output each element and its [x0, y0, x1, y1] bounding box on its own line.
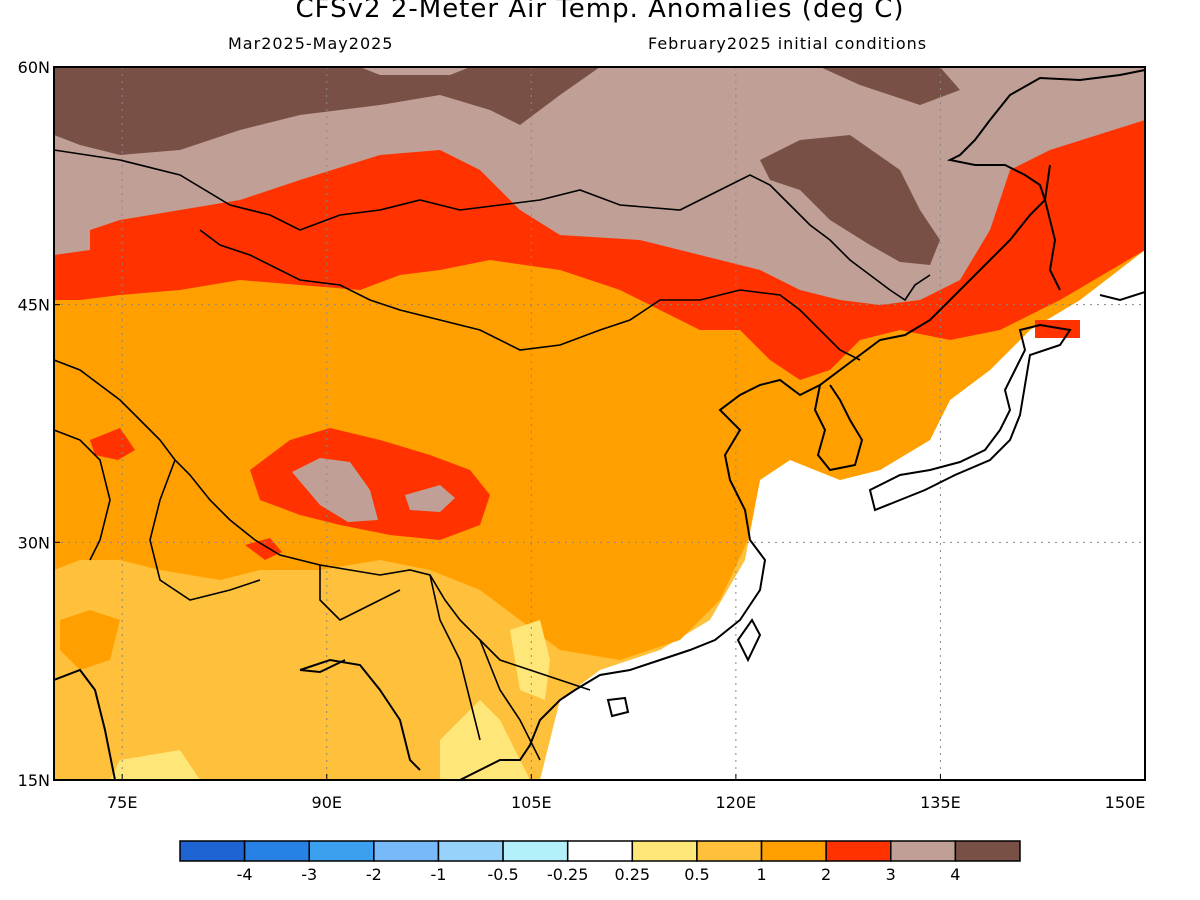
colorbar-bin-5 — [502, 840, 569, 862]
lat-label-15: 15N — [18, 771, 50, 790]
anomaly-region-rose-tibet — [292, 458, 378, 522]
colorbar-label-4: -0.5 — [487, 865, 518, 884]
anomaly-region-orange-india — [60, 610, 120, 670]
colorbar-bin-11 — [890, 840, 957, 862]
colorbar-label-10: 3 — [886, 865, 896, 884]
colorbar-label-5: -0.25 — [547, 865, 588, 884]
anomaly-region-red-nepal — [245, 538, 282, 560]
lon-label-75: 75E — [107, 793, 137, 812]
colorbar-label-11: 4 — [950, 865, 960, 884]
colorbar-label-2: -2 — [366, 865, 382, 884]
colorbar-bin-3 — [373, 840, 440, 862]
colorbar-label-3: -1 — [430, 865, 446, 884]
lon-label-90: 90E — [312, 793, 342, 812]
lat-label-45: 45N — [18, 296, 50, 315]
colorbar-bin-1 — [243, 840, 310, 862]
anomaly-region-red-tibet — [250, 428, 490, 540]
colorbar-label-6: 0.25 — [614, 865, 650, 884]
colorbar-bin-6 — [566, 840, 634, 862]
colorbar-bin-12 — [954, 840, 1021, 862]
colorbar-bin-2 — [308, 840, 375, 862]
colorbar-label-1: -3 — [301, 865, 317, 884]
lon-label-105: 105E — [511, 793, 552, 812]
lon-label-120: 120E — [716, 793, 757, 812]
initial-conditions: February2025 initial conditions — [648, 34, 928, 53]
anomaly-region-brown-east — [760, 135, 940, 265]
anomaly-region-red-hokkaido — [1035, 320, 1080, 338]
map-title: CFSv2 2-Meter Air Temp. Anomalies (deg C… — [295, 0, 905, 24]
colorbar-label-9: 2 — [821, 865, 831, 884]
colorbar: -4 -3 -2 -1 -0.5 -0.25 0.25 0.5 1 2 3 4 — [179, 840, 1021, 884]
anomaly-region-light-yellow-a — [110, 750, 200, 780]
anomaly-region-light-yellow-c — [510, 620, 550, 700]
lat-label-30: 30N — [18, 533, 50, 552]
colorbar-bin-10 — [825, 840, 892, 862]
anomaly-region-red-kashmir — [90, 428, 135, 460]
country-borders — [54, 149, 931, 761]
colorbar-bin-9 — [760, 840, 827, 862]
colorbar-label-8: 1 — [756, 865, 766, 884]
anomaly-region-rose-tibet-east — [405, 485, 455, 512]
colorbar-bin-0 — [179, 840, 246, 862]
colorbar-bin-8 — [696, 840, 763, 862]
anomaly-region-brown-north — [820, 67, 960, 105]
forecast-period: Mar2025-May2025 — [228, 34, 394, 53]
colorbar-label-7: 0.5 — [684, 865, 709, 884]
anomaly-field — [54, 67, 1145, 780]
coastlines — [54, 69, 1145, 780]
lon-label-135: 135E — [920, 793, 961, 812]
colorbar-label-0: -4 — [237, 865, 253, 884]
colorbar-bin-4 — [437, 840, 504, 862]
latitude-labels: 60N 45N 30N 15N — [18, 58, 60, 790]
lat-label-60: 60N — [18, 58, 50, 77]
map-frame — [53, 66, 1146, 781]
lon-label-150: 150E — [1105, 793, 1146, 812]
colorbar-bin-7 — [631, 840, 698, 862]
longitude-labels: 75E 90E 105E 120E 135E 150E — [107, 774, 1146, 812]
